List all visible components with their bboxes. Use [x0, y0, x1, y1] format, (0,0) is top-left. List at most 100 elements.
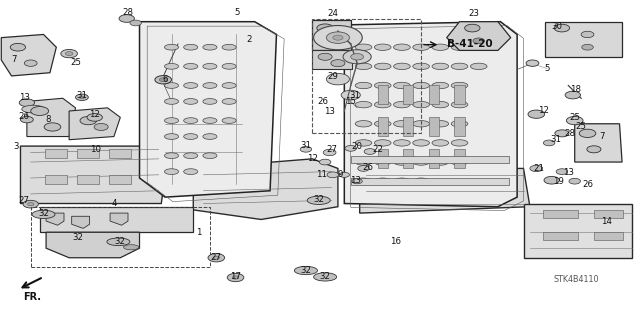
Ellipse shape — [451, 159, 468, 165]
Circle shape — [80, 116, 97, 125]
Bar — [543, 232, 578, 240]
Text: 27: 27 — [326, 145, 337, 154]
Polygon shape — [46, 232, 140, 258]
Text: 12: 12 — [89, 110, 100, 119]
Ellipse shape — [32, 210, 55, 219]
Text: 13: 13 — [349, 176, 361, 185]
Polygon shape — [46, 213, 64, 225]
Text: 31: 31 — [550, 135, 561, 144]
Ellipse shape — [164, 153, 179, 159]
Text: 26: 26 — [317, 97, 329, 106]
Ellipse shape — [374, 140, 391, 146]
Text: 22: 22 — [372, 145, 383, 154]
Ellipse shape — [355, 178, 372, 184]
Circle shape — [473, 38, 484, 44]
Ellipse shape — [451, 140, 468, 146]
Ellipse shape — [394, 140, 410, 146]
Circle shape — [526, 60, 539, 66]
Circle shape — [339, 172, 349, 177]
Ellipse shape — [413, 101, 429, 108]
Ellipse shape — [184, 169, 198, 174]
Bar — [351, 178, 509, 185]
Circle shape — [208, 254, 225, 262]
Text: 27: 27 — [19, 196, 30, 205]
Ellipse shape — [413, 82, 429, 89]
Ellipse shape — [432, 44, 449, 50]
Circle shape — [314, 26, 362, 50]
Polygon shape — [69, 108, 120, 140]
Circle shape — [530, 165, 543, 172]
Ellipse shape — [374, 159, 391, 165]
Ellipse shape — [355, 82, 372, 89]
Circle shape — [554, 24, 570, 32]
Circle shape — [333, 35, 343, 40]
Bar — [31, 207, 210, 267]
Ellipse shape — [164, 99, 179, 104]
Circle shape — [10, 43, 26, 51]
Ellipse shape — [164, 134, 179, 139]
Text: 32: 32 — [115, 237, 126, 246]
Circle shape — [20, 116, 33, 123]
Ellipse shape — [164, 44, 179, 50]
Circle shape — [569, 178, 580, 184]
Circle shape — [528, 110, 545, 118]
Circle shape — [119, 15, 134, 22]
Circle shape — [44, 123, 61, 131]
Circle shape — [317, 24, 333, 32]
Circle shape — [28, 203, 34, 206]
Ellipse shape — [374, 101, 391, 108]
Circle shape — [345, 145, 356, 151]
Bar — [403, 85, 413, 104]
Circle shape — [79, 96, 84, 99]
Text: 23: 23 — [468, 9, 479, 18]
Text: 25: 25 — [569, 113, 580, 122]
Circle shape — [555, 130, 569, 137]
Text: 15: 15 — [345, 97, 356, 106]
Bar — [378, 117, 388, 136]
Polygon shape — [72, 216, 90, 228]
Ellipse shape — [432, 140, 449, 146]
Text: 8: 8 — [45, 115, 51, 124]
Ellipse shape — [222, 63, 236, 69]
Circle shape — [76, 94, 88, 100]
Ellipse shape — [432, 121, 449, 127]
Text: 31: 31 — [76, 91, 88, 100]
Ellipse shape — [184, 63, 198, 69]
Text: 27: 27 — [211, 253, 222, 262]
Ellipse shape — [222, 118, 236, 123]
Text: 5: 5 — [234, 8, 239, 17]
Circle shape — [159, 78, 167, 82]
Circle shape — [326, 32, 349, 43]
Ellipse shape — [451, 121, 468, 127]
Ellipse shape — [203, 44, 217, 50]
Ellipse shape — [184, 134, 198, 139]
Text: 26: 26 — [19, 112, 30, 121]
Bar — [312, 50, 352, 69]
Bar — [109, 149, 131, 158]
Text: 26: 26 — [362, 163, 374, 172]
Bar — [594, 232, 623, 240]
Circle shape — [318, 53, 332, 60]
Ellipse shape — [413, 44, 429, 50]
Text: 20: 20 — [351, 142, 363, 151]
Ellipse shape — [432, 82, 449, 89]
Circle shape — [544, 176, 559, 184]
Polygon shape — [447, 22, 511, 50]
Circle shape — [23, 200, 38, 208]
Polygon shape — [524, 204, 632, 258]
Text: 28: 28 — [122, 8, 134, 17]
Text: 26: 26 — [582, 180, 593, 189]
Circle shape — [319, 32, 331, 37]
Ellipse shape — [394, 159, 410, 165]
Ellipse shape — [184, 153, 198, 159]
Circle shape — [65, 52, 73, 56]
Text: 5: 5 — [545, 64, 550, 73]
Text: 4: 4 — [111, 199, 116, 208]
Text: 12: 12 — [307, 154, 318, 163]
Circle shape — [232, 276, 239, 279]
Polygon shape — [20, 146, 168, 204]
Ellipse shape — [124, 245, 139, 250]
Polygon shape — [1, 34, 56, 76]
Text: 31: 31 — [300, 141, 312, 150]
Polygon shape — [140, 22, 276, 197]
